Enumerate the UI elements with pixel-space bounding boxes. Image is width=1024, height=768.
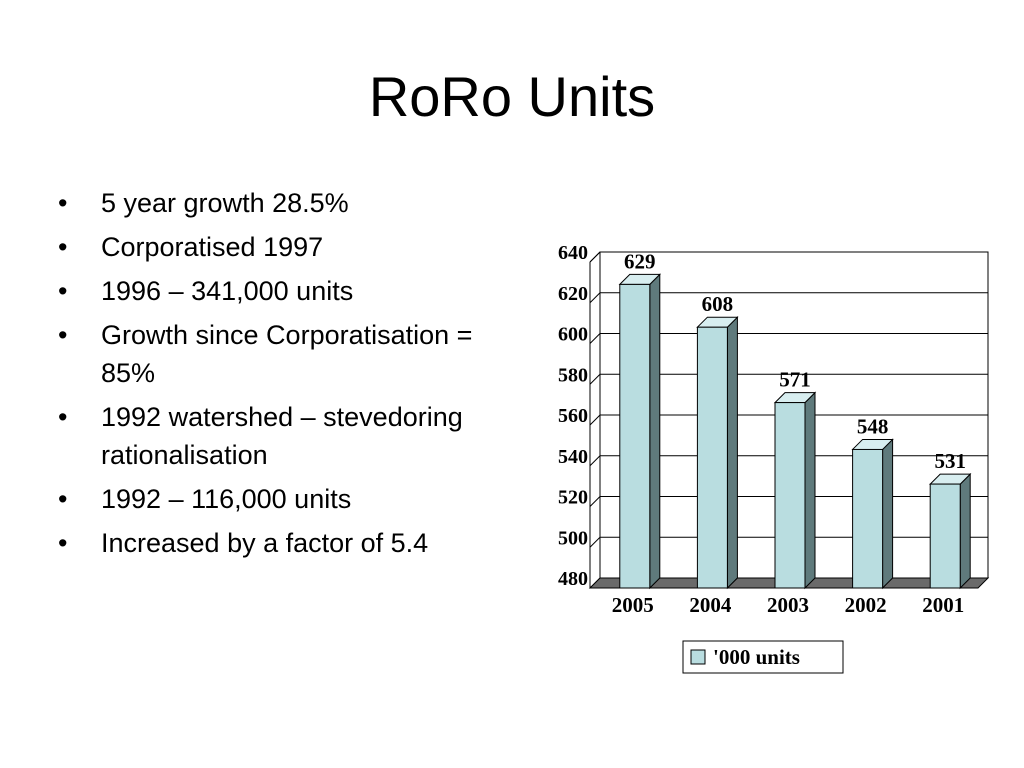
legend-box bbox=[682, 640, 844, 674]
bar bbox=[929, 483, 961, 589]
gridline-side bbox=[589, 455, 601, 467]
y-tick-label: 540 bbox=[558, 446, 588, 468]
bullet-dot: • bbox=[58, 232, 68, 262]
y-tick-label: 600 bbox=[558, 324, 588, 346]
y-tick-label: 560 bbox=[558, 405, 588, 427]
data-label: 629 bbox=[624, 249, 656, 273]
bar bbox=[852, 448, 884, 589]
x-tick-label: 2003 bbox=[767, 593, 809, 617]
bullet-list: • 5 year growth 28.5% • Corporatised 1997 … bbox=[58, 184, 478, 568]
data-label: 608 bbox=[702, 292, 734, 316]
bullet-dot: • bbox=[58, 188, 68, 218]
gridline-side bbox=[589, 414, 601, 426]
bar-side bbox=[726, 315, 738, 590]
bar-side bbox=[804, 391, 816, 590]
bullet-item: • Increased by a factor of 5.4 bbox=[58, 524, 478, 562]
gridline-side bbox=[589, 536, 601, 548]
bar bbox=[696, 326, 728, 589]
bar-side bbox=[959, 472, 971, 590]
y-tick-label: 480 bbox=[558, 568, 588, 590]
bullet-item: • 1992 watershed – stevedoring rationalis… bbox=[58, 398, 478, 474]
data-label: 531 bbox=[934, 449, 966, 473]
bullet-text: 1992 watershed – stevedoring rationalisa… bbox=[101, 402, 463, 470]
x-tick-label: 2002 bbox=[845, 593, 887, 617]
gridline-side bbox=[589, 373, 601, 385]
legend-swatch bbox=[690, 649, 706, 665]
bullet-text: Increased by a factor of 5.4 bbox=[101, 528, 429, 558]
bullet-text: 1996 – 341,000 units bbox=[101, 276, 354, 306]
bullet-item: • Growth since Corporatisation = 85% bbox=[58, 316, 478, 392]
bullet-dot: • bbox=[58, 402, 68, 432]
y-tick-label: 580 bbox=[558, 364, 588, 386]
bullet-text: 5 year growth 28.5% bbox=[101, 188, 349, 218]
bullet-text: Growth since Corporatisation = 85% bbox=[101, 320, 473, 388]
bullet-dot: • bbox=[58, 528, 68, 558]
slide-title: RoRo Units bbox=[368, 65, 656, 128]
bullet-item: • 1996 – 341,000 units bbox=[58, 272, 478, 310]
gridline-side bbox=[589, 333, 601, 344]
bullet-dot: • bbox=[58, 484, 68, 514]
bar-side bbox=[649, 273, 661, 590]
y-tick-label: 620 bbox=[558, 283, 588, 305]
x-tick-label: 2005 bbox=[612, 593, 654, 617]
bullet-text: Corporatised 1997 bbox=[101, 232, 324, 262]
gridline-side bbox=[589, 496, 601, 507]
gridline-side bbox=[589, 292, 601, 304]
bullet-item: • 5 year growth 28.5% bbox=[58, 184, 478, 222]
y-tick-label: 640 bbox=[558, 242, 588, 264]
y-tick-label: 520 bbox=[558, 487, 588, 509]
bullet-dot: • bbox=[58, 276, 68, 306]
y-tick-label: 500 bbox=[558, 527, 588, 549]
side-wall-top bbox=[589, 251, 601, 263]
bullet-item: • Corporatised 1997 bbox=[58, 228, 478, 266]
data-label: 548 bbox=[857, 414, 889, 438]
x-tick-label: 2004 bbox=[689, 593, 732, 617]
bullet-item: • 1992 – 116,000 units bbox=[58, 480, 478, 518]
bar bbox=[774, 402, 806, 589]
legend-label: '000 units bbox=[713, 645, 800, 669]
x-tick-label: 2001 bbox=[922, 593, 964, 617]
bullet-dot: • bbox=[58, 320, 68, 350]
bullet-text: 1992 – 116,000 units bbox=[101, 484, 352, 514]
bar-side bbox=[882, 438, 894, 590]
bar bbox=[619, 283, 651, 589]
data-label: 571 bbox=[779, 368, 811, 392]
